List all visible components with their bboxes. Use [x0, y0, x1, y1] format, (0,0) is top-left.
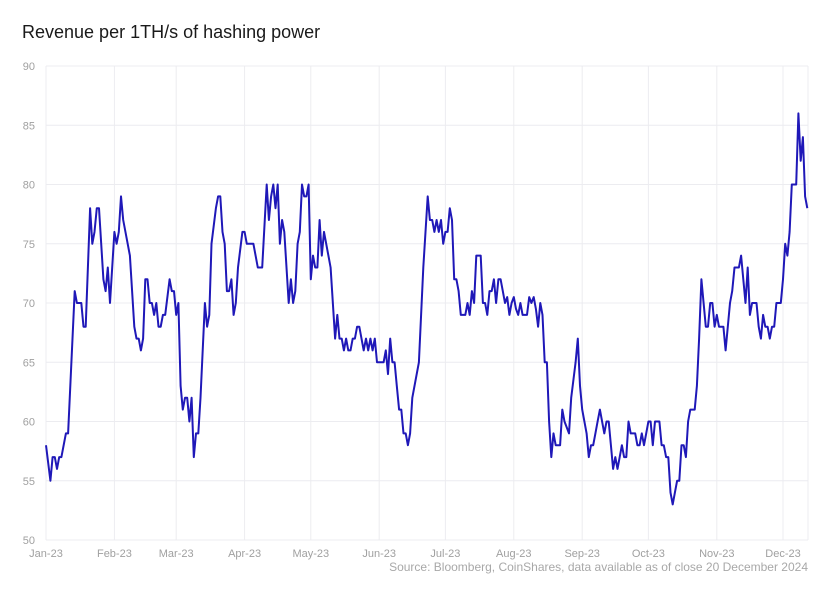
x-tick-label: Dec-23: [765, 548, 800, 560]
x-axis-ticks: Jan-23 Feb-23 Mar-23 Apr-23 May-23 Jun-23 Jul-…: [29, 548, 801, 560]
x-tick-label: Oct-23: [632, 548, 665, 560]
y-tick-label: 90: [23, 61, 35, 73]
y-tick-label: 65: [23, 357, 35, 369]
x-tick-label: Aug-23: [496, 548, 531, 560]
y-tick-label: 55: [23, 476, 35, 488]
x-tick-label: Jan-23: [29, 548, 63, 560]
y-tick-label: 50: [23, 535, 35, 547]
x-tick-label: May-23: [292, 548, 329, 560]
series-line: [45, 112, 809, 506]
y-tick-label: 75: [23, 239, 35, 251]
chart-title: Revenue per 1TH/s of hashing power: [22, 22, 320, 42]
gridlines: [45, 65, 809, 541]
x-tick-label: Sep-23: [564, 548, 599, 560]
x-tick-label: Jun-23: [362, 548, 396, 560]
x-tick-label: Feb-23: [97, 548, 132, 560]
x-tick-label: Jul-23: [430, 548, 460, 560]
y-tick-label: 85: [23, 120, 35, 132]
y-tick-label: 70: [23, 298, 35, 310]
y-tick-label: 80: [23, 180, 35, 192]
y-axis-ticks: 50 55 60 65 70 75 80 85 90: [23, 61, 35, 547]
x-tick-label: Nov-23: [699, 548, 734, 560]
y-tick-label: 60: [23, 417, 35, 429]
source-note: Source: Bloomberg, CoinShares, data avai…: [389, 560, 808, 574]
x-tick-label: Apr-23: [228, 548, 261, 560]
x-tick-label: Mar-23: [159, 548, 194, 560]
